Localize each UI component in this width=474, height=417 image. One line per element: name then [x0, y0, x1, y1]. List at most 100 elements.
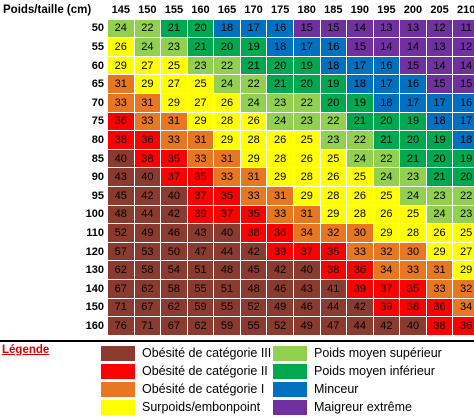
- bmi-cell: 31: [108, 75, 135, 94]
- bmi-cell: 32: [453, 279, 474, 298]
- bmi-cell: 29: [240, 149, 267, 168]
- bmi-cell: 31: [267, 186, 294, 205]
- bmi-cell: 18: [267, 38, 294, 57]
- bmi-cell: 28: [293, 168, 320, 187]
- bmi-cell: 35: [187, 168, 214, 187]
- bmi-cell: 22: [134, 19, 161, 38]
- legend-item-overweight: Surpoids/embonpoint: [100, 398, 260, 416]
- bmi-cell: 16: [320, 38, 347, 57]
- bmi-cell: 27: [453, 242, 474, 261]
- legend-swatch: [272, 363, 308, 380]
- weight-label: 65: [1, 75, 108, 94]
- height-header: 185: [320, 1, 347, 20]
- bmi-cell: 11: [453, 19, 474, 38]
- bmi-cell: 67: [161, 317, 188, 336]
- height-header: 195: [373, 1, 400, 20]
- bmi-cell: 49: [134, 224, 161, 243]
- bmi-cell: 23: [267, 93, 294, 112]
- height-header: 180: [293, 1, 320, 20]
- bmi-cell: 41: [320, 279, 347, 298]
- bmi-cell: 23: [187, 56, 214, 75]
- bmi-cell: 33: [214, 168, 241, 187]
- bmi-cell: 27: [134, 56, 161, 75]
- bmi-cell: 30: [400, 242, 427, 261]
- legend-item-thin: Minceur: [272, 380, 358, 398]
- bmi-cell: 20: [426, 149, 453, 168]
- bmi-cell: 36: [267, 224, 294, 243]
- bmi-cell: 18: [453, 131, 474, 150]
- bmi-cell: 42: [267, 261, 294, 280]
- bmi-cell: 29: [320, 205, 347, 224]
- bmi-cell: 25: [400, 205, 427, 224]
- bmi-cell: 18: [347, 75, 374, 94]
- bmi-cell: 25: [347, 168, 374, 187]
- bmi-cell: 22: [373, 149, 400, 168]
- height-header: 155: [161, 1, 188, 20]
- bmi-cell: 22: [347, 131, 374, 150]
- bmi-cell: 24: [426, 205, 453, 224]
- bmi-cell: 23: [426, 186, 453, 205]
- legend-label: Maigreur extrême: [314, 400, 412, 414]
- bmi-cell: 12: [453, 38, 474, 57]
- bmi-cell: 31: [134, 93, 161, 112]
- bmi-cell: 46: [293, 298, 320, 317]
- bmi-cell: 36: [453, 317, 474, 336]
- bmi-cell: 35: [320, 242, 347, 261]
- weight-label: 75: [1, 112, 108, 131]
- height-header: 190: [347, 1, 374, 20]
- bmi-cell: 28: [214, 112, 241, 131]
- bmi-cell: 40: [293, 261, 320, 280]
- weight-label: 100: [1, 205, 108, 224]
- bmi-cell: 26: [240, 112, 267, 131]
- bmi-cell: 33: [187, 149, 214, 168]
- bmi-cell: 26: [373, 205, 400, 224]
- bmi-cell: 51: [187, 261, 214, 280]
- bmi-cell: 24: [240, 93, 267, 112]
- weight-label: 160: [1, 317, 108, 336]
- weight-label: 95: [1, 186, 108, 205]
- bmi-cell: 24: [108, 19, 135, 38]
- bmi-cell: 45: [240, 261, 267, 280]
- legend-title: Légende: [2, 344, 49, 356]
- bmi-cell: 31: [214, 149, 241, 168]
- bmi-cell: 40: [214, 224, 241, 243]
- bmi-cell: 62: [134, 279, 161, 298]
- bmi-cell: 25: [453, 224, 474, 243]
- bmi-cell: 34: [293, 224, 320, 243]
- bmi-cell: 36: [108, 112, 135, 131]
- bmi-cell: 29: [293, 186, 320, 205]
- bmi-cell: 44: [347, 317, 374, 336]
- bmi-cell: 43: [108, 168, 135, 187]
- bmi-cell: 29: [267, 168, 294, 187]
- bmi-cell: 15: [400, 56, 427, 75]
- bmi-cell: 21: [347, 112, 374, 131]
- bmi-cell: 55: [240, 317, 267, 336]
- bmi-cell: 18: [373, 93, 400, 112]
- legend-swatch: [100, 345, 136, 362]
- bmi-cell: 25: [161, 56, 188, 75]
- bmi-cell: 53: [134, 242, 161, 261]
- bmi-cell: 48: [240, 279, 267, 298]
- bmi-cell: 19: [426, 131, 453, 150]
- weight-label: 70: [1, 93, 108, 112]
- bmi-cell: 19: [453, 149, 474, 168]
- weight-label: 60: [1, 56, 108, 75]
- bmi-cell: 33: [240, 186, 267, 205]
- bmi-cell: 62: [161, 298, 188, 317]
- bmi-cell: 59: [214, 317, 241, 336]
- bmi-cell: 55: [187, 279, 214, 298]
- bmi-cell: 19: [400, 112, 427, 131]
- bmi-cell: 31: [240, 168, 267, 187]
- legend-swatch: [100, 363, 136, 380]
- bmi-cell: 14: [426, 56, 453, 75]
- bmi-cell: 18: [426, 112, 453, 131]
- bmi-cell: 37: [373, 279, 400, 298]
